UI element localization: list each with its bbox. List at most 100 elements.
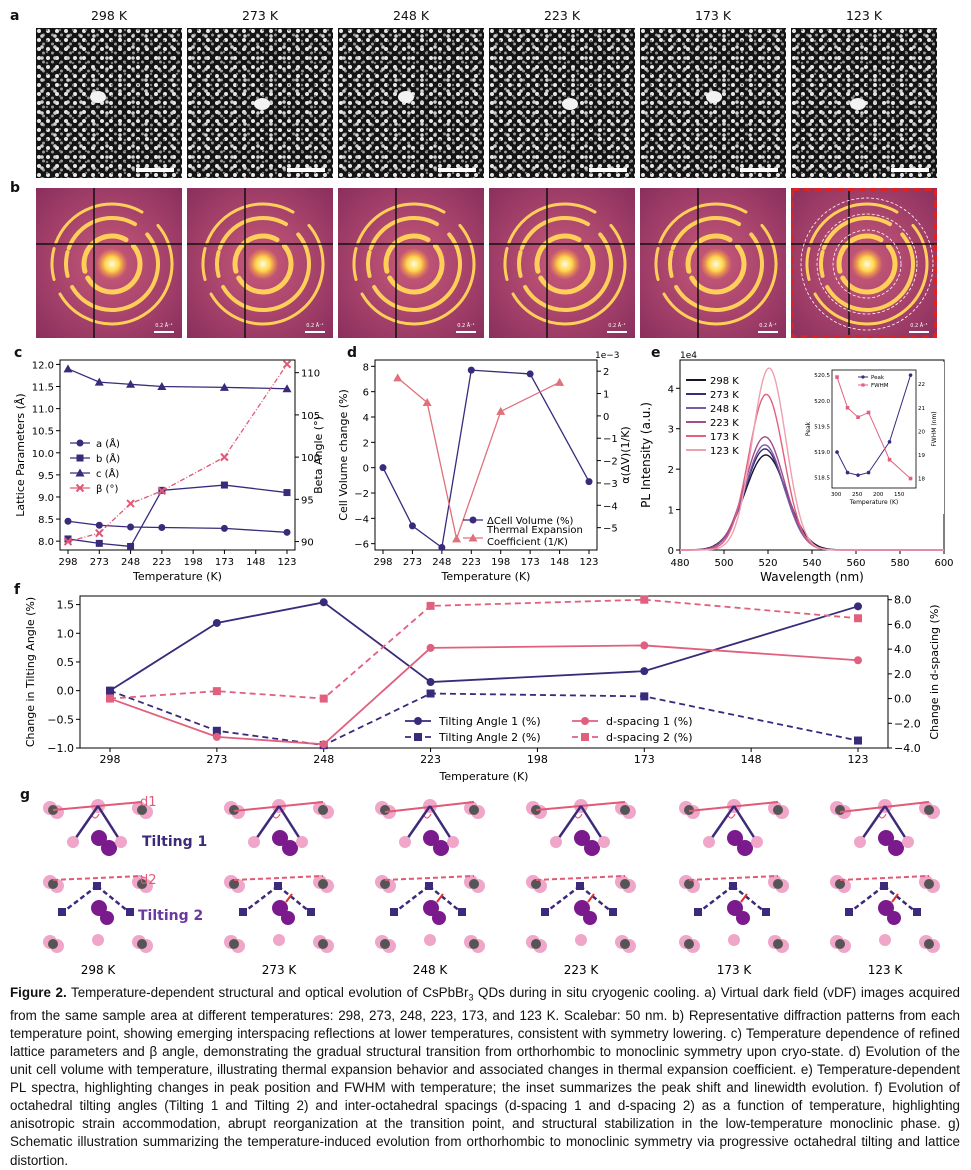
x-tick-label: 273: [403, 557, 422, 568]
central-beam: [851, 248, 883, 280]
y2-tick-label: 100: [301, 453, 320, 464]
inset-fwhm-line: [836, 376, 911, 479]
temperature-label-a: 173 K: [694, 8, 732, 23]
tilting-bond-dashed: [277, 885, 311, 913]
y-tick-label: −6: [354, 540, 369, 551]
legend-marker: [581, 717, 589, 725]
x-tick-label: 500: [714, 558, 733, 569]
inset-legend-marker: [861, 383, 865, 387]
inset-peak-line: [836, 374, 912, 476]
x-tick-label: 248: [121, 557, 140, 568]
inset-legend-label: FWHM: [871, 383, 889, 389]
x-axis-label: Wavelength (nm): [760, 570, 864, 584]
legend-label: ΔCell Volume (%): [487, 516, 573, 527]
central-beam: [247, 248, 279, 280]
pb-atom: [888, 840, 904, 856]
legend-label: 173 K: [710, 432, 739, 443]
chart-d-cell-volume: −6 −4 −2 0 2 4 6 8 −5 −4 −3 −2 −1 0 1 2 1e−3 298 273 248 223…: [337, 351, 632, 583]
diffraction-pattern: 0.2 Å⁻¹: [791, 188, 937, 338]
cs-atom: [684, 939, 694, 949]
x-tick-label: 198: [491, 557, 510, 568]
y-axis-scale: 1e4: [680, 351, 697, 361]
inset-data-point: [845, 470, 850, 475]
cs-atom: [924, 879, 934, 889]
x-tick-label: 248: [313, 753, 334, 766]
diffraction-ring-arc: [352, 246, 358, 282]
figure-label: Figure 2.: [10, 985, 67, 1000]
panel-label-f: f: [14, 582, 21, 598]
diffraction-ring-arc: [366, 250, 372, 278]
legend-marker: [468, 533, 478, 542]
y-tick-label: 8: [363, 362, 369, 373]
y-tick-label: 0: [668, 546, 674, 557]
diffraction-ring-arc: [458, 223, 476, 287]
br-atom: [115, 836, 127, 848]
diffraction-ring-arc: [234, 233, 280, 257]
y2-tick-label: 110: [301, 369, 320, 380]
data-point: [640, 595, 649, 604]
pb-atom: [281, 911, 295, 925]
data-point: [95, 521, 103, 529]
x-tick-label: 273: [90, 557, 109, 568]
inset-data-point: [856, 415, 860, 419]
diffraction-ring-arc: [296, 232, 311, 282]
pb-atom: [100, 911, 114, 925]
marker-x-stroke: [75, 483, 85, 493]
data-point: [63, 364, 73, 373]
dashed-ring-guide: [832, 229, 902, 299]
temperature-label-a: 123 K: [845, 8, 883, 23]
diffraction-ring-arc: [819, 250, 825, 278]
cs-atom: [137, 805, 147, 815]
y2-tick-label: −1: [603, 434, 618, 445]
legend-label: d-spacing 1 (%): [606, 715, 693, 728]
x-tick-label: 223: [462, 557, 481, 568]
diffraction-ring-arc: [66, 216, 137, 251]
caption-text-2: QDs during in situ cryogenic cooling. a)…: [10, 985, 960, 1168]
data-point: [393, 373, 403, 382]
inset-data-point: [835, 375, 839, 379]
y-tick-label: 0.5: [57, 656, 75, 669]
y-tick-label: 8.0: [38, 537, 54, 548]
data-point: [854, 736, 862, 745]
diffraction-ring-arc: [50, 246, 56, 282]
y-tick-label: 12.0: [32, 360, 54, 371]
central-beam: [700, 248, 732, 280]
y-tick-label: 9.5: [38, 471, 54, 482]
schematic-column: 123 K: [830, 799, 940, 977]
diffraction-ring-arc: [356, 202, 446, 245]
x-tick-label: 298: [100, 753, 121, 766]
tilting-bond-dashed: [428, 885, 462, 913]
tilting-bond: [252, 805, 281, 843]
diffraction-ring-arc: [205, 202, 295, 245]
inset-data-point: [887, 457, 892, 462]
pb-atom: [272, 900, 288, 916]
diffraction-pattern: 0.2 Å⁻¹: [489, 188, 635, 338]
bright-particle: [706, 91, 722, 103]
data-point: [158, 523, 166, 531]
vdf-image: [338, 28, 484, 178]
vdf-texture-overlay: [640, 28, 786, 178]
y-tick-label: 10.0: [32, 449, 54, 460]
diffraction-ring-arc: [156, 223, 174, 287]
data-point: [157, 382, 167, 391]
cs-atom: [469, 879, 479, 889]
x-tick-label: 298: [373, 557, 392, 568]
inset-y-tick-label: 518.5: [814, 476, 830, 482]
data-point: [452, 534, 462, 543]
d2-line: [384, 875, 475, 881]
data-point: [63, 537, 73, 546]
y2-tick-label: −4.0: [894, 742, 921, 755]
schematic-column: 273 K: [224, 799, 334, 977]
y2-axis-label: Change in d-spacing (%): [928, 604, 941, 739]
inset-legend-label: Peak: [871, 375, 885, 381]
pl-spectrum-line: [680, 367, 944, 551]
diffraction-ring-arc: [911, 223, 929, 287]
diffraction-ring-arc: [821, 216, 892, 251]
y2-tick-label: 2.0: [894, 668, 912, 681]
data-point: [95, 539, 103, 547]
schematic-column: 223 K: [526, 799, 636, 977]
diffraction-ring-arc: [534, 254, 541, 274]
displacement-arrow: [740, 893, 748, 903]
cs-atom: [773, 805, 783, 815]
inset-data-point: [845, 405, 850, 410]
